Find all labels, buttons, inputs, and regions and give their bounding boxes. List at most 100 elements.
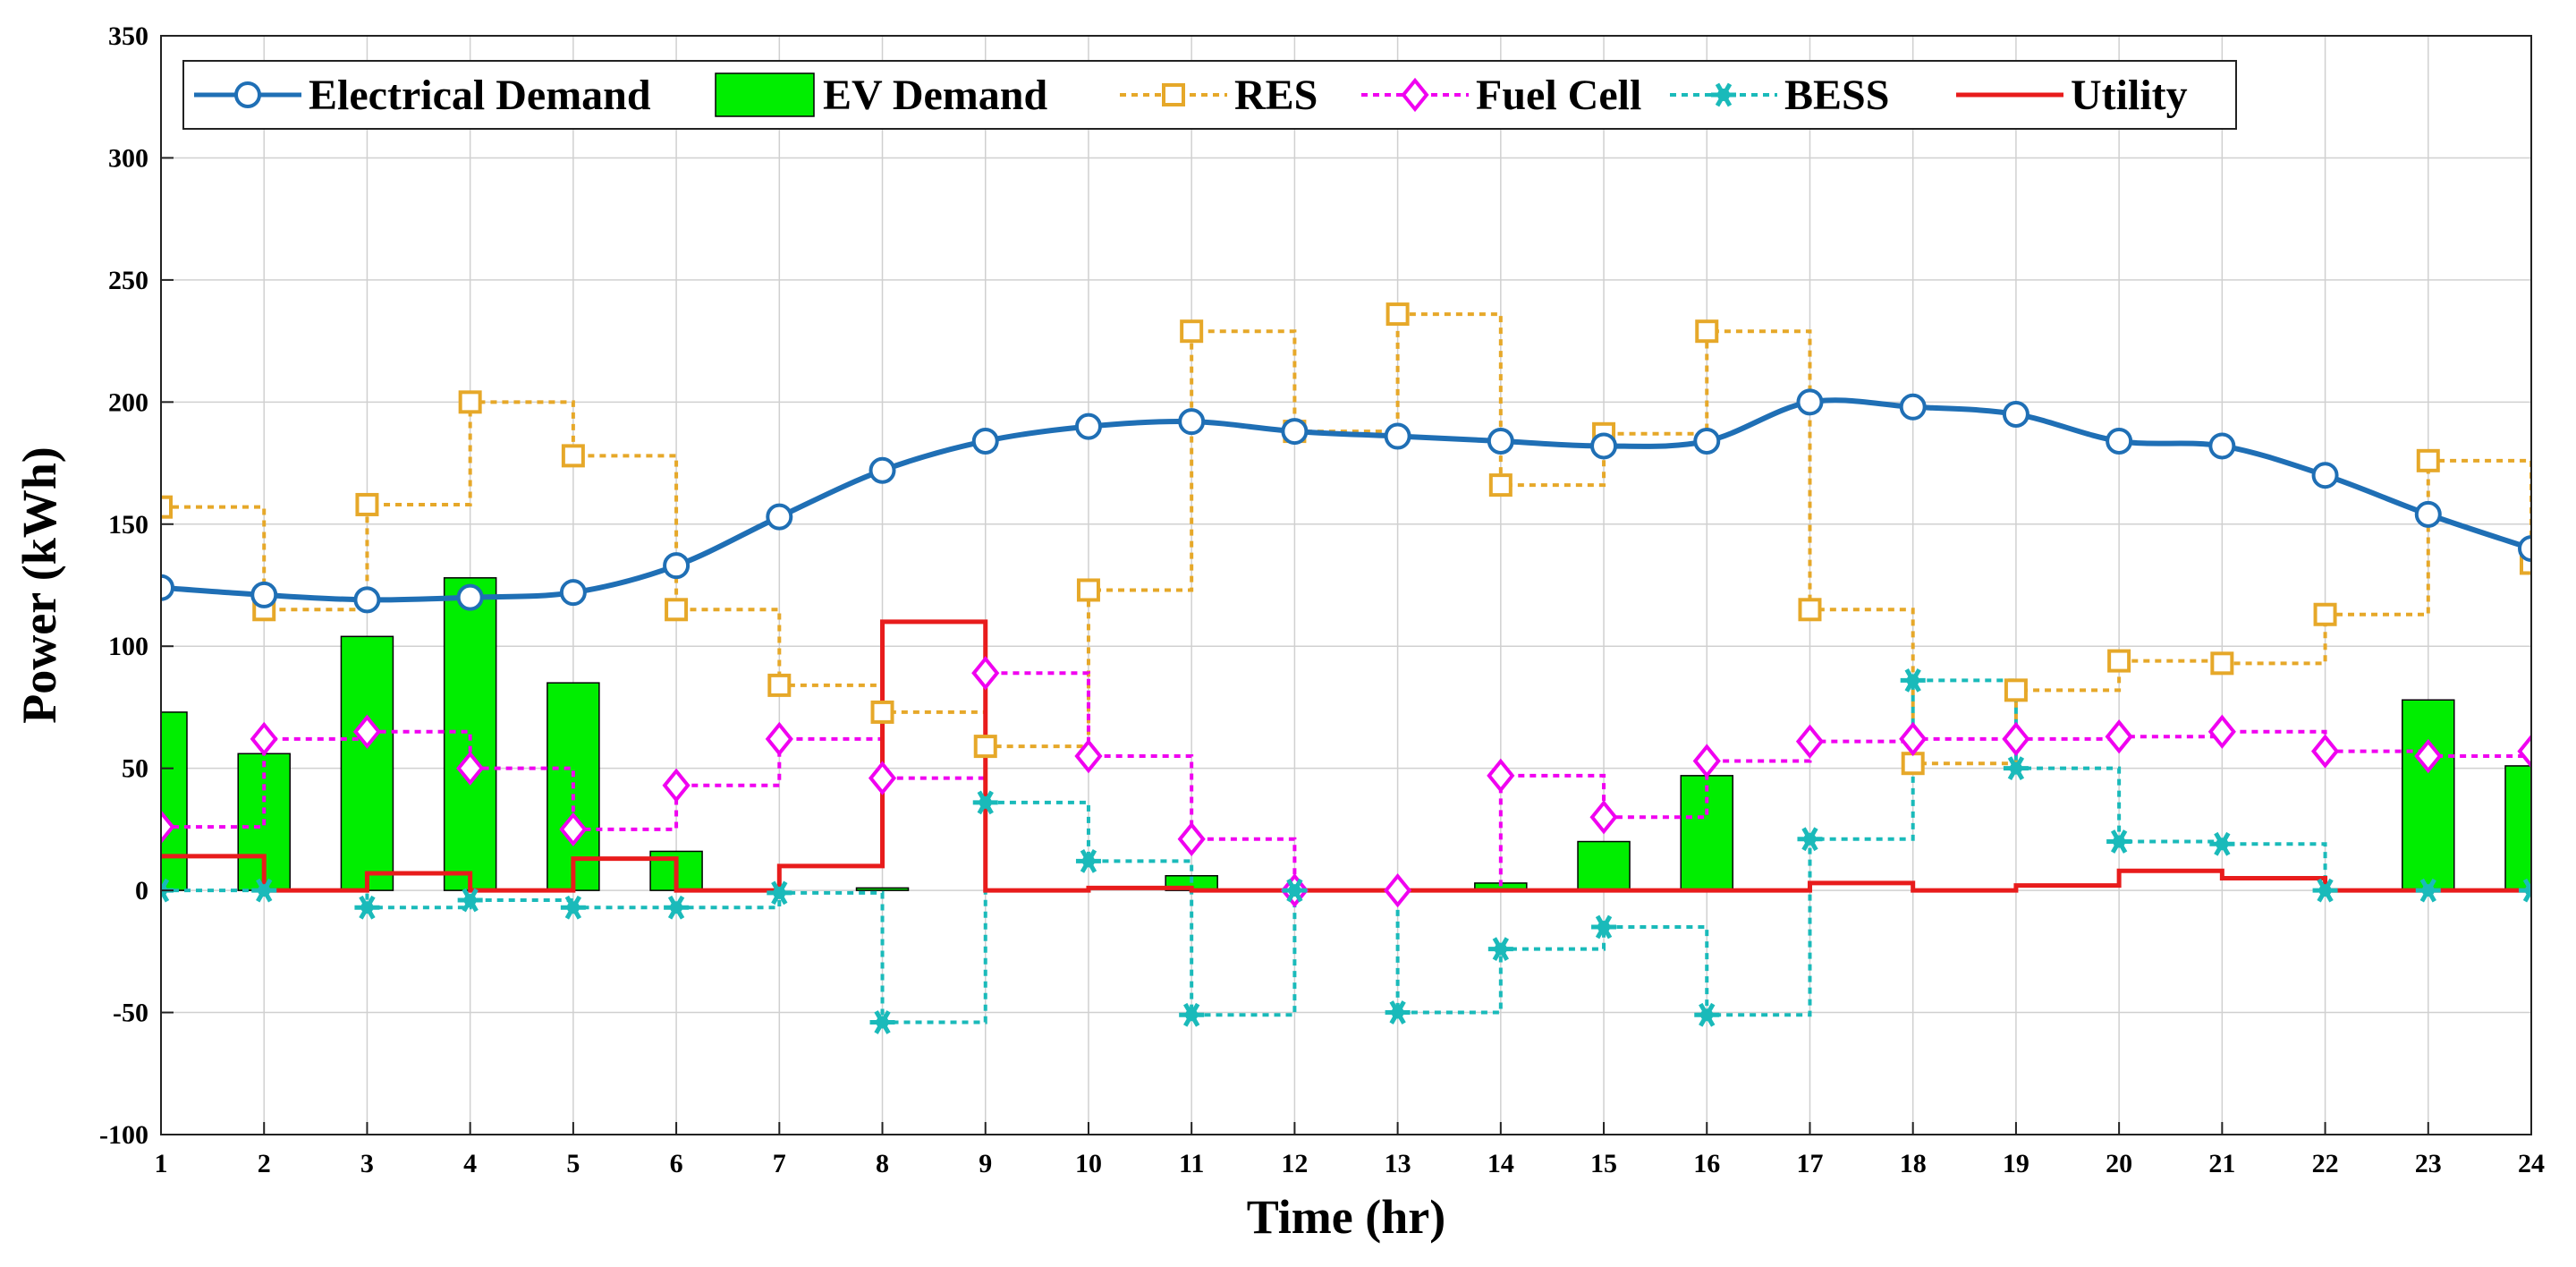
marker-star-core	[1700, 1008, 1714, 1022]
x-tick-label: 24	[2518, 1149, 2545, 1178]
point-electrical-demand	[2002, 400, 2029, 428]
marker-square	[161, 495, 173, 519]
point-electrical-demand	[353, 586, 381, 614]
bar-ev-demand	[1680, 775, 1734, 891]
marker-diamond	[2105, 719, 2133, 754]
marker-circle	[1590, 432, 1618, 460]
point-fuel-cell	[352, 714, 382, 749]
marker-star-core	[773, 886, 786, 899]
legend-label: Fuel Cell	[1476, 72, 1641, 119]
marker-star-core	[2009, 761, 2022, 775]
point-bess	[1282, 878, 1308, 903]
bar-ev-demand	[443, 577, 497, 891]
point-fuel-cell	[662, 768, 691, 803]
x-tick-label: 16	[1693, 1149, 1720, 1178]
marker-diamond	[1401, 77, 1429, 113]
legend-marker	[1401, 77, 1429, 113]
marker-square	[1488, 473, 1513, 497]
marker-diamond	[765, 721, 793, 757]
marker-square	[1798, 598, 1822, 622]
point-res	[161, 495, 173, 519]
marker-diamond	[1384, 872, 1412, 908]
point-fuel-cell	[2105, 719, 2133, 754]
marker-square	[1385, 302, 1410, 327]
x-tick-label: 22	[2312, 1149, 2339, 1178]
marker-circle	[869, 456, 896, 484]
point-res	[2004, 678, 2028, 702]
point-electrical-demand	[869, 456, 896, 484]
marker-circle	[2106, 427, 2133, 455]
marker-diamond	[2414, 738, 2443, 774]
point-fuel-cell	[1177, 821, 1206, 856]
marker-circle	[161, 574, 174, 601]
point-res	[355, 492, 379, 516]
point-res	[2520, 551, 2531, 575]
marker-star-core	[670, 901, 683, 914]
x-tick-label: 14	[1487, 1149, 1514, 1178]
point-fuel-cell	[250, 721, 278, 757]
marker-circle	[353, 586, 381, 614]
point-bess	[2106, 829, 2132, 854]
marker-star-core	[2525, 884, 2531, 897]
marker-square	[1695, 319, 1719, 344]
point-bess	[869, 1010, 895, 1034]
point-electrical-demand	[559, 579, 587, 607]
point-fuel-cell	[161, 809, 175, 845]
marker-star-core	[979, 795, 992, 809]
marker-square	[458, 390, 482, 414]
marker-square	[2520, 551, 2531, 575]
point-electrical-demand	[2414, 500, 2442, 528]
x-tick-label: 20	[2106, 1149, 2132, 1178]
point-electrical-demand	[1384, 422, 1411, 450]
point-bess	[1487, 937, 1513, 961]
marker-star-core	[1185, 1008, 1199, 1022]
marker-diamond	[1899, 721, 1928, 757]
point-electrical-demand	[1590, 432, 1618, 460]
x-tick-label: 1	[155, 1149, 168, 1178]
markers-layer	[161, 302, 2531, 1034]
point-electrical-demand	[1487, 427, 1514, 455]
legend-item-electrical-demand: Electrical Demand	[194, 72, 651, 119]
point-electrical-demand	[250, 581, 278, 608]
marker-circle	[766, 503, 793, 531]
series-fuel-cell	[161, 671, 2531, 893]
point-bess	[2003, 756, 2029, 781]
marker-circle	[1693, 427, 1721, 455]
marker-square	[2107, 649, 2131, 673]
legend-item-res: RES	[1120, 72, 1318, 119]
point-res	[1076, 578, 1100, 602]
legend-label: BESS	[1784, 72, 1889, 119]
marker-diamond	[971, 656, 1000, 691]
point-bess	[354, 895, 380, 920]
x-tick-label: 21	[2208, 1149, 2235, 1178]
point-res	[561, 444, 585, 468]
point-fuel-cell	[2310, 734, 2340, 769]
point-bess	[2312, 878, 2338, 903]
marker-star-stroke	[161, 878, 170, 896]
point-res	[2210, 651, 2234, 676]
y-tick-label: 50	[122, 754, 148, 784]
point-bess	[560, 895, 586, 920]
x-tick-label: 23	[2415, 1149, 2442, 1178]
marker-diamond	[662, 768, 691, 803]
point-fuel-cell	[1074, 738, 1103, 774]
marker-diamond	[2002, 721, 2030, 757]
point-bess	[1591, 914, 1617, 940]
point-electrical-demand	[1796, 388, 1824, 416]
marker-square	[665, 598, 689, 622]
x-tick-label: 8	[876, 1149, 889, 1178]
point-fuel-cell	[1589, 800, 1618, 835]
marker-star-core	[463, 894, 477, 907]
bar-ev-demand	[161, 711, 188, 891]
point-electrical-demand	[1178, 408, 1206, 436]
marker-star-core	[1494, 942, 1507, 956]
point-fuel-cell	[2517, 734, 2531, 769]
point-fuel-cell	[1384, 872, 1412, 908]
legend-label: Utility	[2071, 72, 2188, 119]
point-res	[1901, 752, 1925, 776]
point-bess	[2519, 878, 2531, 903]
legend-box	[182, 60, 2237, 130]
point-res	[2313, 602, 2337, 626]
point-fuel-cell	[2002, 721, 2030, 757]
